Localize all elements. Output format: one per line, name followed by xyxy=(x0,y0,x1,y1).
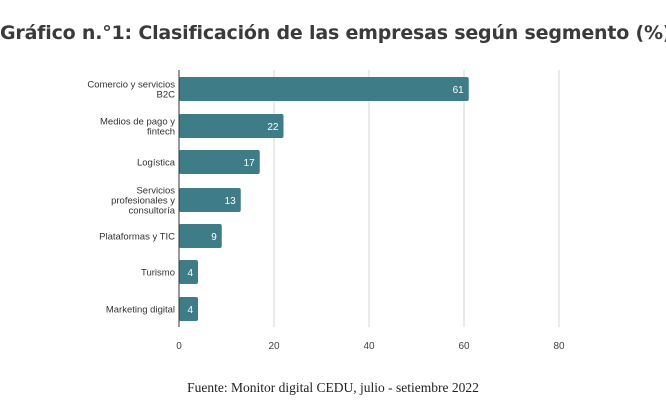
bar xyxy=(179,114,284,138)
category-label: Medios de pago y fintech xyxy=(100,117,175,138)
source-note: Fuente: Monitor digital CEDU, julio - se… xyxy=(187,380,479,395)
x-tick-label: 0 xyxy=(176,341,182,352)
bar xyxy=(179,260,198,284)
bar xyxy=(179,297,198,321)
category-label: Plataformas y TIC xyxy=(99,232,175,243)
category-label: Marketing digital xyxy=(106,305,175,316)
data-label: 22 xyxy=(267,122,279,133)
x-tick-label: 40 xyxy=(363,341,375,352)
x-tick-label: 80 xyxy=(553,341,565,352)
category-label: Logística xyxy=(137,158,176,169)
data-label: 4 xyxy=(187,305,193,316)
data-label: 17 xyxy=(244,158,256,169)
bar xyxy=(179,224,222,248)
x-tick-label: 60 xyxy=(458,341,470,352)
bar xyxy=(179,150,260,174)
data-label: 61 xyxy=(453,85,465,96)
category-label: Servicios profesionales y consultoría xyxy=(111,186,176,217)
category-label: Comercio y servicios B2C xyxy=(87,80,175,101)
data-label: 4 xyxy=(187,268,193,279)
data-label: 13 xyxy=(225,196,237,207)
data-label: 9 xyxy=(211,232,217,243)
chart-title: Gráfico n.°1: Clasificación de las empre… xyxy=(0,22,666,44)
bar xyxy=(179,188,241,212)
category-label: Turismo xyxy=(141,268,175,279)
bar xyxy=(179,77,469,101)
x-tick-label: 20 xyxy=(268,341,280,352)
